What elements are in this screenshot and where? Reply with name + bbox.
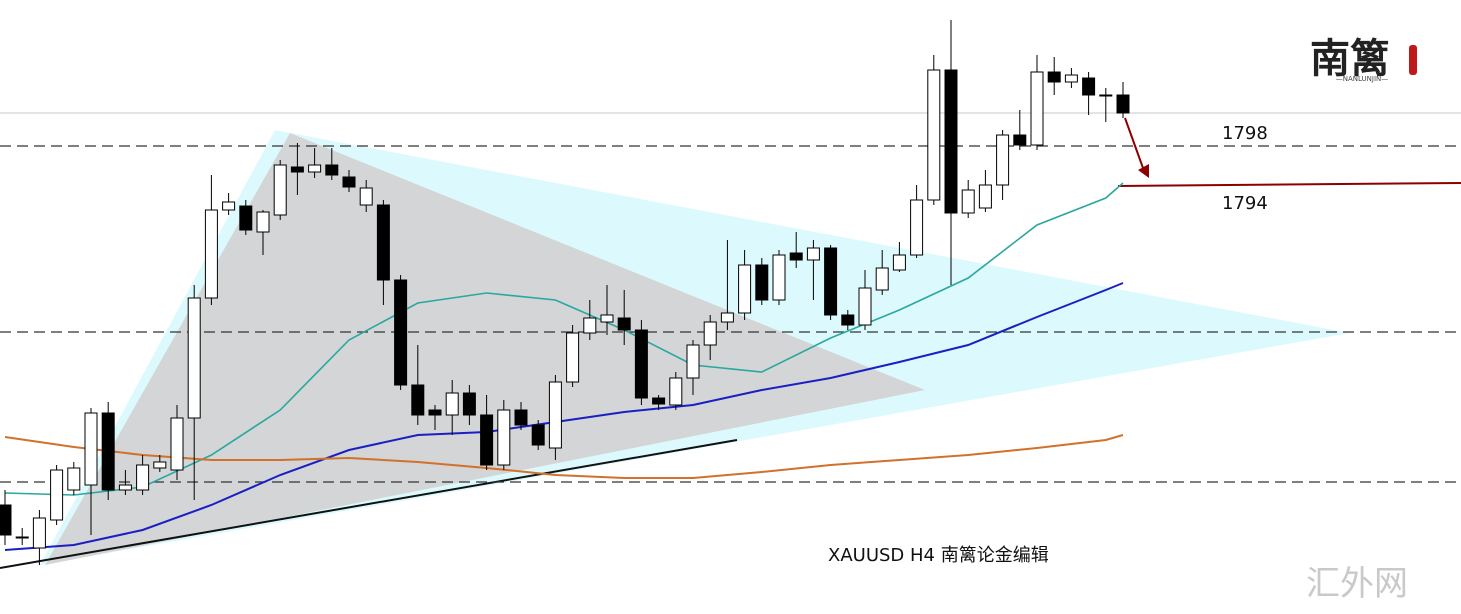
candle-body (514, 409, 528, 426)
candle-body (652, 397, 666, 405)
candle-body (720, 312, 734, 323)
moving-average (4, 282, 1124, 551)
candle-body (118, 484, 132, 491)
candle-body (1116, 94, 1130, 114)
candle-body (617, 317, 631, 331)
candle-body (892, 254, 906, 271)
watermark: 汇外网 (1306, 564, 1408, 604)
candle-body (222, 201, 236, 211)
candle-body (910, 199, 924, 256)
candle-body (428, 409, 442, 416)
candle-body (480, 414, 494, 466)
candle-body (394, 279, 408, 386)
candle-body (325, 164, 339, 176)
candle-body (273, 164, 287, 216)
candle-body (789, 252, 803, 261)
candle-body (445, 392, 459, 416)
moving-average (4, 434, 1124, 479)
candle-body (359, 187, 373, 206)
candle-body (583, 317, 597, 334)
candle-body (1030, 71, 1044, 146)
caption: XAUUSD H4 南篱论金编辑 (828, 545, 1049, 566)
arrow-shaft (1124, 117, 1144, 169)
candle-body (204, 209, 218, 299)
candle-body (136, 464, 150, 491)
candle-body (153, 461, 167, 469)
logo: 南篱 (1310, 35, 1390, 82)
candle-body (84, 412, 98, 486)
candle-body (1082, 77, 1096, 96)
candle-body (824, 247, 838, 316)
candle-body (376, 204, 390, 281)
logo-seal (1409, 45, 1417, 75)
gray-triangle (45, 133, 925, 565)
candle-body (600, 314, 614, 323)
candle-body (1047, 71, 1061, 83)
logo-sub: —NANLUNJIN— (1336, 75, 1389, 83)
trendline (0, 439, 738, 569)
candle-body (187, 297, 201, 419)
candle-body (342, 176, 356, 188)
candle-body (239, 205, 253, 231)
candle-body (669, 377, 683, 406)
target-label: 1794 (1222, 193, 1268, 214)
level-label: 1798 (1222, 123, 1268, 144)
candle-body (50, 469, 64, 521)
candle-body (32, 517, 46, 549)
candle-body (531, 424, 545, 446)
candle-body (67, 467, 81, 491)
candle-body (1099, 94, 1113, 97)
candle-body (755, 264, 769, 301)
candle-body (772, 254, 786, 301)
arrow-head (1138, 164, 1149, 178)
candle-body (841, 314, 855, 326)
candle-body (170, 417, 184, 471)
candle-body (0, 504, 12, 536)
candle-body (256, 211, 270, 233)
candle-body (686, 344, 700, 379)
candle-body (996, 134, 1010, 186)
candle-body (497, 409, 511, 466)
candle-body (290, 166, 304, 173)
candle-body (15, 536, 29, 539)
candle-body (927, 69, 941, 201)
candle-body (101, 412, 115, 491)
candle-body (978, 184, 992, 209)
candle-body (566, 332, 580, 383)
candle-body (806, 247, 820, 261)
candle-body (703, 321, 717, 346)
target-line (1117, 182, 1461, 187)
candle-body (1013, 134, 1027, 146)
candle-body (858, 287, 872, 326)
candle-body (634, 329, 648, 399)
candle-body (548, 381, 562, 449)
candle-body (944, 69, 958, 214)
candle-body (875, 267, 889, 291)
candle-body (738, 264, 752, 314)
candle-body (1064, 74, 1078, 83)
candle-body (961, 189, 975, 214)
candle-body (411, 384, 425, 416)
candle-body (462, 392, 476, 416)
candle-body (308, 164, 322, 173)
